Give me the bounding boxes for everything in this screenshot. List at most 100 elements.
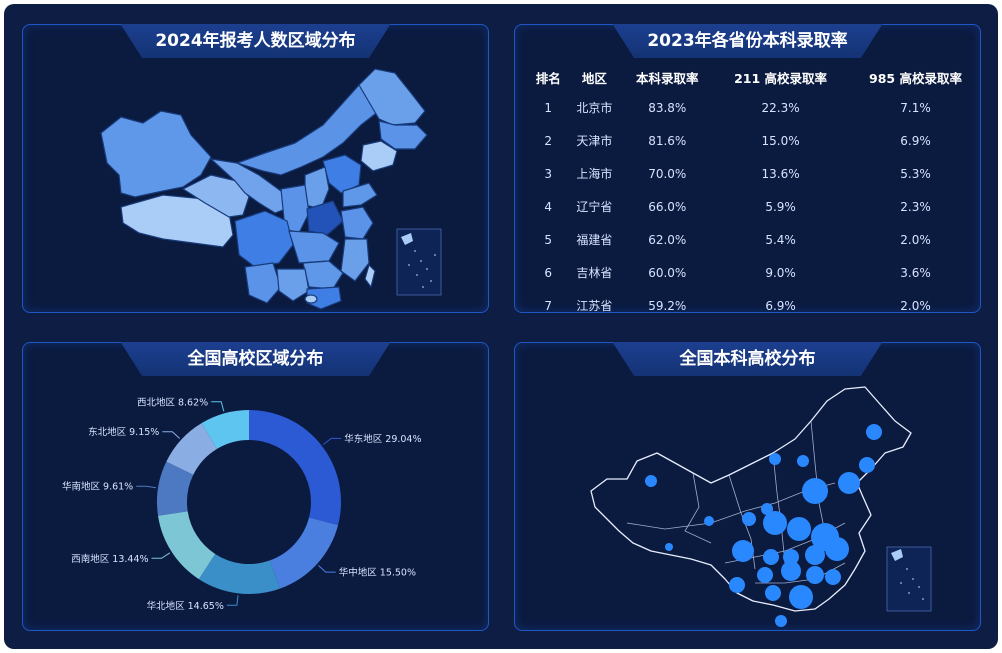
slice-leader-line: [226, 595, 239, 606]
bubble: [783, 549, 799, 565]
admission-rate-table: 排名 地区 本科录取率 211 高校录取率 985 高校录取率 1 北京市 83…: [529, 63, 983, 322]
south-china-sea-inset: [886, 546, 932, 612]
slice-label: 西南地区 13.44%: [71, 553, 148, 565]
bubble: [765, 585, 781, 601]
cell-bachelor: 81.6%: [648, 133, 687, 148]
donut-slice[interactable]: [201, 410, 249, 449]
slice-leader-line: [211, 401, 225, 412]
map-region-hainan: [304, 294, 318, 304]
cell-211: 13.6%: [761, 166, 800, 181]
table-row: 3 上海市 70.0% 13.6% 5.3%: [529, 157, 983, 190]
map-region-jiangsu: [340, 206, 374, 240]
donut-slice[interactable]: [166, 423, 218, 475]
bubble: [775, 615, 787, 627]
map-region-hunan: [302, 260, 344, 290]
bubble: [645, 475, 657, 487]
panel-title: 全国高校区域分布: [120, 342, 391, 376]
header-rank: 排名: [535, 70, 561, 86]
cell-bachelor: 66.0%: [648, 199, 687, 214]
bubble: [761, 503, 773, 515]
map-region-liaoning: [360, 140, 398, 172]
donut-slice[interactable]: [158, 511, 216, 580]
cell-bachelor: 60.0%: [648, 265, 687, 280]
panel-admission-table: 2023年各省份本科录取率 排名 地区 本科录取率 211 高校录取率 985 …: [514, 24, 981, 313]
header-region: 地区: [581, 70, 607, 86]
table-header-row: 排名 地区 本科录取率 211 高校录取率 985 高校录取率: [529, 63, 983, 91]
donut-slice[interactable]: [157, 461, 194, 516]
china-choropleth-map[interactable]: [23, 25, 488, 312]
cell-region: 上海市: [576, 167, 613, 181]
cell-985: 7.1%: [900, 100, 931, 115]
bubble: [704, 516, 714, 526]
map-region-hebei: [322, 154, 362, 194]
map-region-tibet: [120, 194, 234, 248]
donut-slice[interactable]: [269, 517, 339, 589]
cell-rank: 7: [544, 298, 553, 313]
header-985-rate: 985 高校录取率: [869, 70, 962, 86]
donut-slice[interactable]: [198, 553, 280, 594]
bubble: [825, 537, 849, 561]
cell-bachelor: 59.2%: [648, 298, 687, 313]
bubble: [805, 545, 825, 565]
table-row: 5 福建省 62.0% 5.4% 2.0%: [529, 223, 983, 256]
bubble: [742, 512, 756, 526]
cell-region: 辽宁省: [576, 200, 613, 214]
cell-985: 2.0%: [900, 232, 931, 247]
bubble: [825, 569, 841, 585]
bubble: [787, 517, 811, 541]
cell-region: 福建省: [576, 233, 613, 247]
cell-985: 2.3%: [900, 199, 931, 214]
map-region-xinjiang: [100, 110, 212, 198]
panel-university-donut: 全国高校区域分布 华东地区 29.04% 华中地区 15.50% 华北地区 14.6…: [22, 342, 489, 631]
panel-university-map: 全国本科高校分布: [514, 342, 981, 631]
table-row: 4 辽宁省 66.0% 5.9% 2.3%: [529, 190, 983, 223]
china-outline: [590, 386, 912, 612]
map-region-henan: [306, 200, 344, 236]
bubble: [757, 567, 773, 583]
cell-211: 9.0%: [765, 265, 796, 280]
bubble: [665, 543, 673, 551]
region-donut-chart[interactable]: 华东地区 29.04% 华中地区 15.50% 华北地区 14.65% 西南地区 13…: [23, 343, 488, 630]
header-211-rate: 211 高校录取率: [734, 70, 828, 86]
map-region-jilin: [378, 120, 428, 150]
slice-label: 西北地区 8.62%: [137, 396, 208, 408]
cell-region: 天津市: [576, 134, 613, 148]
slice-label: 华中地区 15.50%: [339, 567, 416, 579]
bubble: [797, 455, 809, 467]
cell-211: 6.9%: [765, 298, 796, 313]
cell-region: 北京市: [576, 101, 613, 115]
table-row: 2 天津市 81.6% 15.0% 6.9%: [529, 124, 983, 157]
table-row: 1 北京市 83.8% 22.3% 7.1%: [529, 91, 983, 124]
bubble: [732, 540, 754, 562]
map-region-qinghai: [182, 174, 250, 218]
map-region-shanxi: [304, 166, 330, 210]
map-region-heilongjiang: [358, 68, 426, 126]
cell-985: 6.9%: [900, 133, 931, 148]
slice-leader-line: [136, 485, 157, 489]
cell-985: 3.6%: [900, 265, 931, 280]
bubble: [729, 577, 745, 593]
slice-label: 华南地区 9.61%: [62, 481, 133, 493]
map-region-yunnan: [244, 262, 282, 304]
panel-applicant-map: 2024年报考人数区域分布: [22, 24, 489, 313]
map-region-zhejiang: [340, 238, 370, 282]
map-region-inner-mongolia: [236, 84, 380, 176]
map-region-taiwan: [364, 264, 376, 288]
map-region-guangxi: [276, 268, 310, 302]
china-bubble-map[interactable]: [515, 343, 980, 630]
table-row: 6 吉林省 60.0% 9.0% 3.6%: [529, 256, 983, 289]
bubble: [838, 472, 860, 494]
cell-211: 22.3%: [761, 100, 800, 115]
slice-leader-line: [318, 565, 336, 573]
cell-985: 2.0%: [900, 298, 931, 313]
cell-region: 江苏省: [576, 299, 613, 313]
bubble: [781, 561, 801, 581]
bubble: [859, 457, 875, 473]
map-region-sichuan: [234, 210, 294, 268]
donut-slice[interactable]: [249, 410, 341, 526]
bubble: [802, 478, 828, 504]
cell-region: 吉林省: [576, 266, 613, 280]
bubble: [806, 566, 824, 584]
south-china-sea-inset: [396, 228, 442, 296]
map-region-hubei: [288, 230, 340, 264]
